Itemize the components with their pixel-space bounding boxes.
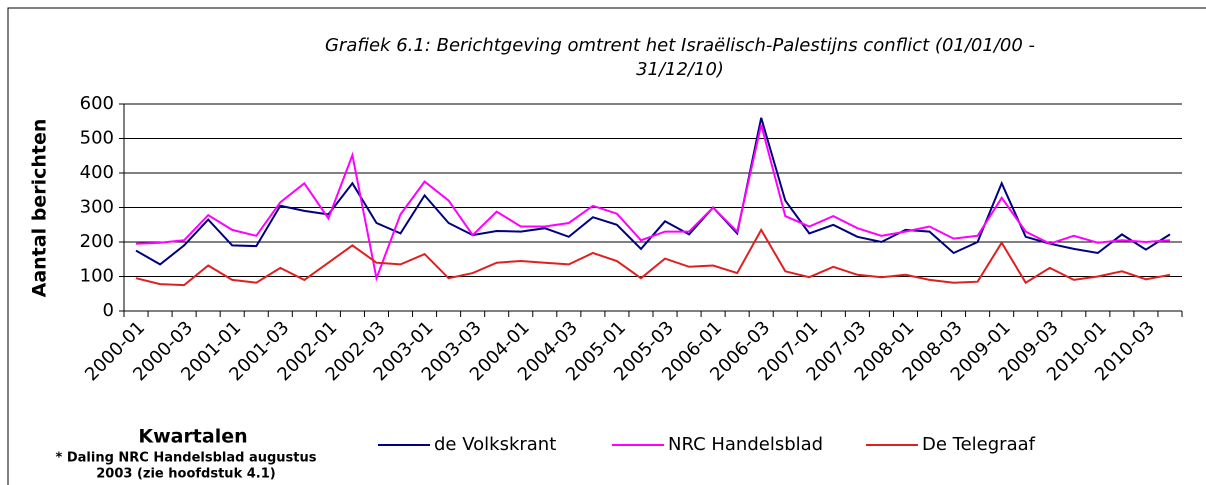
- y-tick-label: 200: [80, 231, 114, 252]
- y-tick-label: 400: [80, 162, 114, 183]
- series-line: [135, 124, 1171, 282]
- note: 2003 (zie hoofdstuk 4.1): [96, 467, 275, 482]
- y-tick-label: 300: [80, 197, 114, 218]
- y-tick-label: 100: [80, 266, 114, 287]
- frame: [7, 7, 1206, 485]
- legend-label: NRC Handelsblad: [668, 434, 823, 455]
- series-line: [135, 227, 1171, 287]
- chart-title: 31/12/10): [636, 59, 724, 80]
- y-axis-label: Aantal berichten: [29, 119, 51, 298]
- chart-title: Grafiek 6.1: Berichtgeving omtrent het I…: [325, 35, 1035, 56]
- note: * Daling NRC Handelsblad augustus: [56, 451, 317, 466]
- legend-label: de Volkskrant: [434, 434, 556, 455]
- y-tick-label: 600: [80, 93, 114, 114]
- y-tick-label: 0: [103, 300, 114, 321]
- y-tick-label: 500: [80, 128, 114, 149]
- x-axis-label: Kwartalen: [138, 426, 247, 448]
- legend-label: De Telegraaf: [922, 434, 1036, 455]
